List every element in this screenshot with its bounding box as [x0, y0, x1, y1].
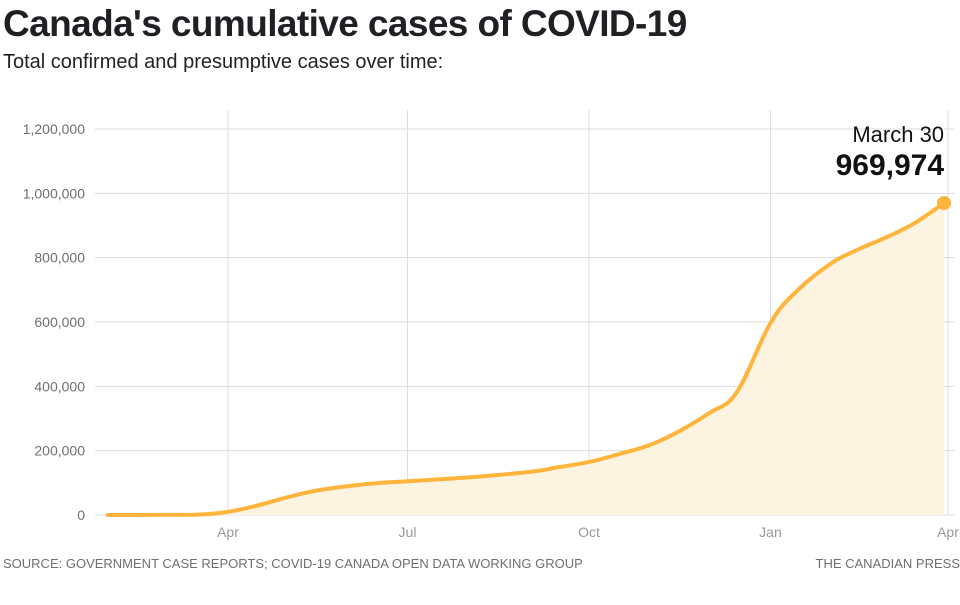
x-tick-label: Apr: [217, 524, 239, 540]
area-fill: [107, 203, 945, 515]
source-note: SOURCE: GOVERNMENT CASE REPORTS; COVID-1…: [3, 556, 583, 571]
chart-area: 0 200,000 400,000 600,000 800,000 1,000,000 1,…: [23, 110, 959, 540]
series-line: [105, 201, 947, 517]
y-tick-label: 200,000: [34, 443, 85, 459]
chart-subtitle: Total confirmed and presumptive cases ov…: [3, 51, 444, 73]
end-point-marker[interactable]: [937, 195, 952, 210]
y-tick-label: 400,000: [34, 378, 85, 394]
annotation-date: March 30: [852, 122, 944, 147]
x-tick-label: Oct: [578, 524, 600, 540]
x-axis-ticks: Apr Jul Oct Jan Apr: [217, 524, 959, 540]
credit: THE CANADIAN PRESS: [815, 556, 960, 571]
x-gridlines: [227, 110, 949, 515]
x-tick-label: Jan: [759, 524, 782, 540]
y-tick-label: 0: [77, 507, 85, 523]
y-axis-ticks: 0 200,000 400,000 600,000 800,000 1,000,000 1,…: [23, 121, 86, 523]
annotation-value: 969,974: [836, 149, 945, 182]
y-tick-label: 600,000: [34, 314, 85, 330]
x-tick-label: Jul: [399, 524, 417, 540]
y-tick-label: 800,000: [34, 250, 85, 266]
y-tick-label: 1,200,000: [23, 121, 85, 137]
x-tick-label: Apr: [937, 524, 959, 540]
chart-title: Canada's cumulative cases of COVID-19: [3, 3, 687, 44]
y-tick-label: 1,000,000: [23, 185, 85, 201]
